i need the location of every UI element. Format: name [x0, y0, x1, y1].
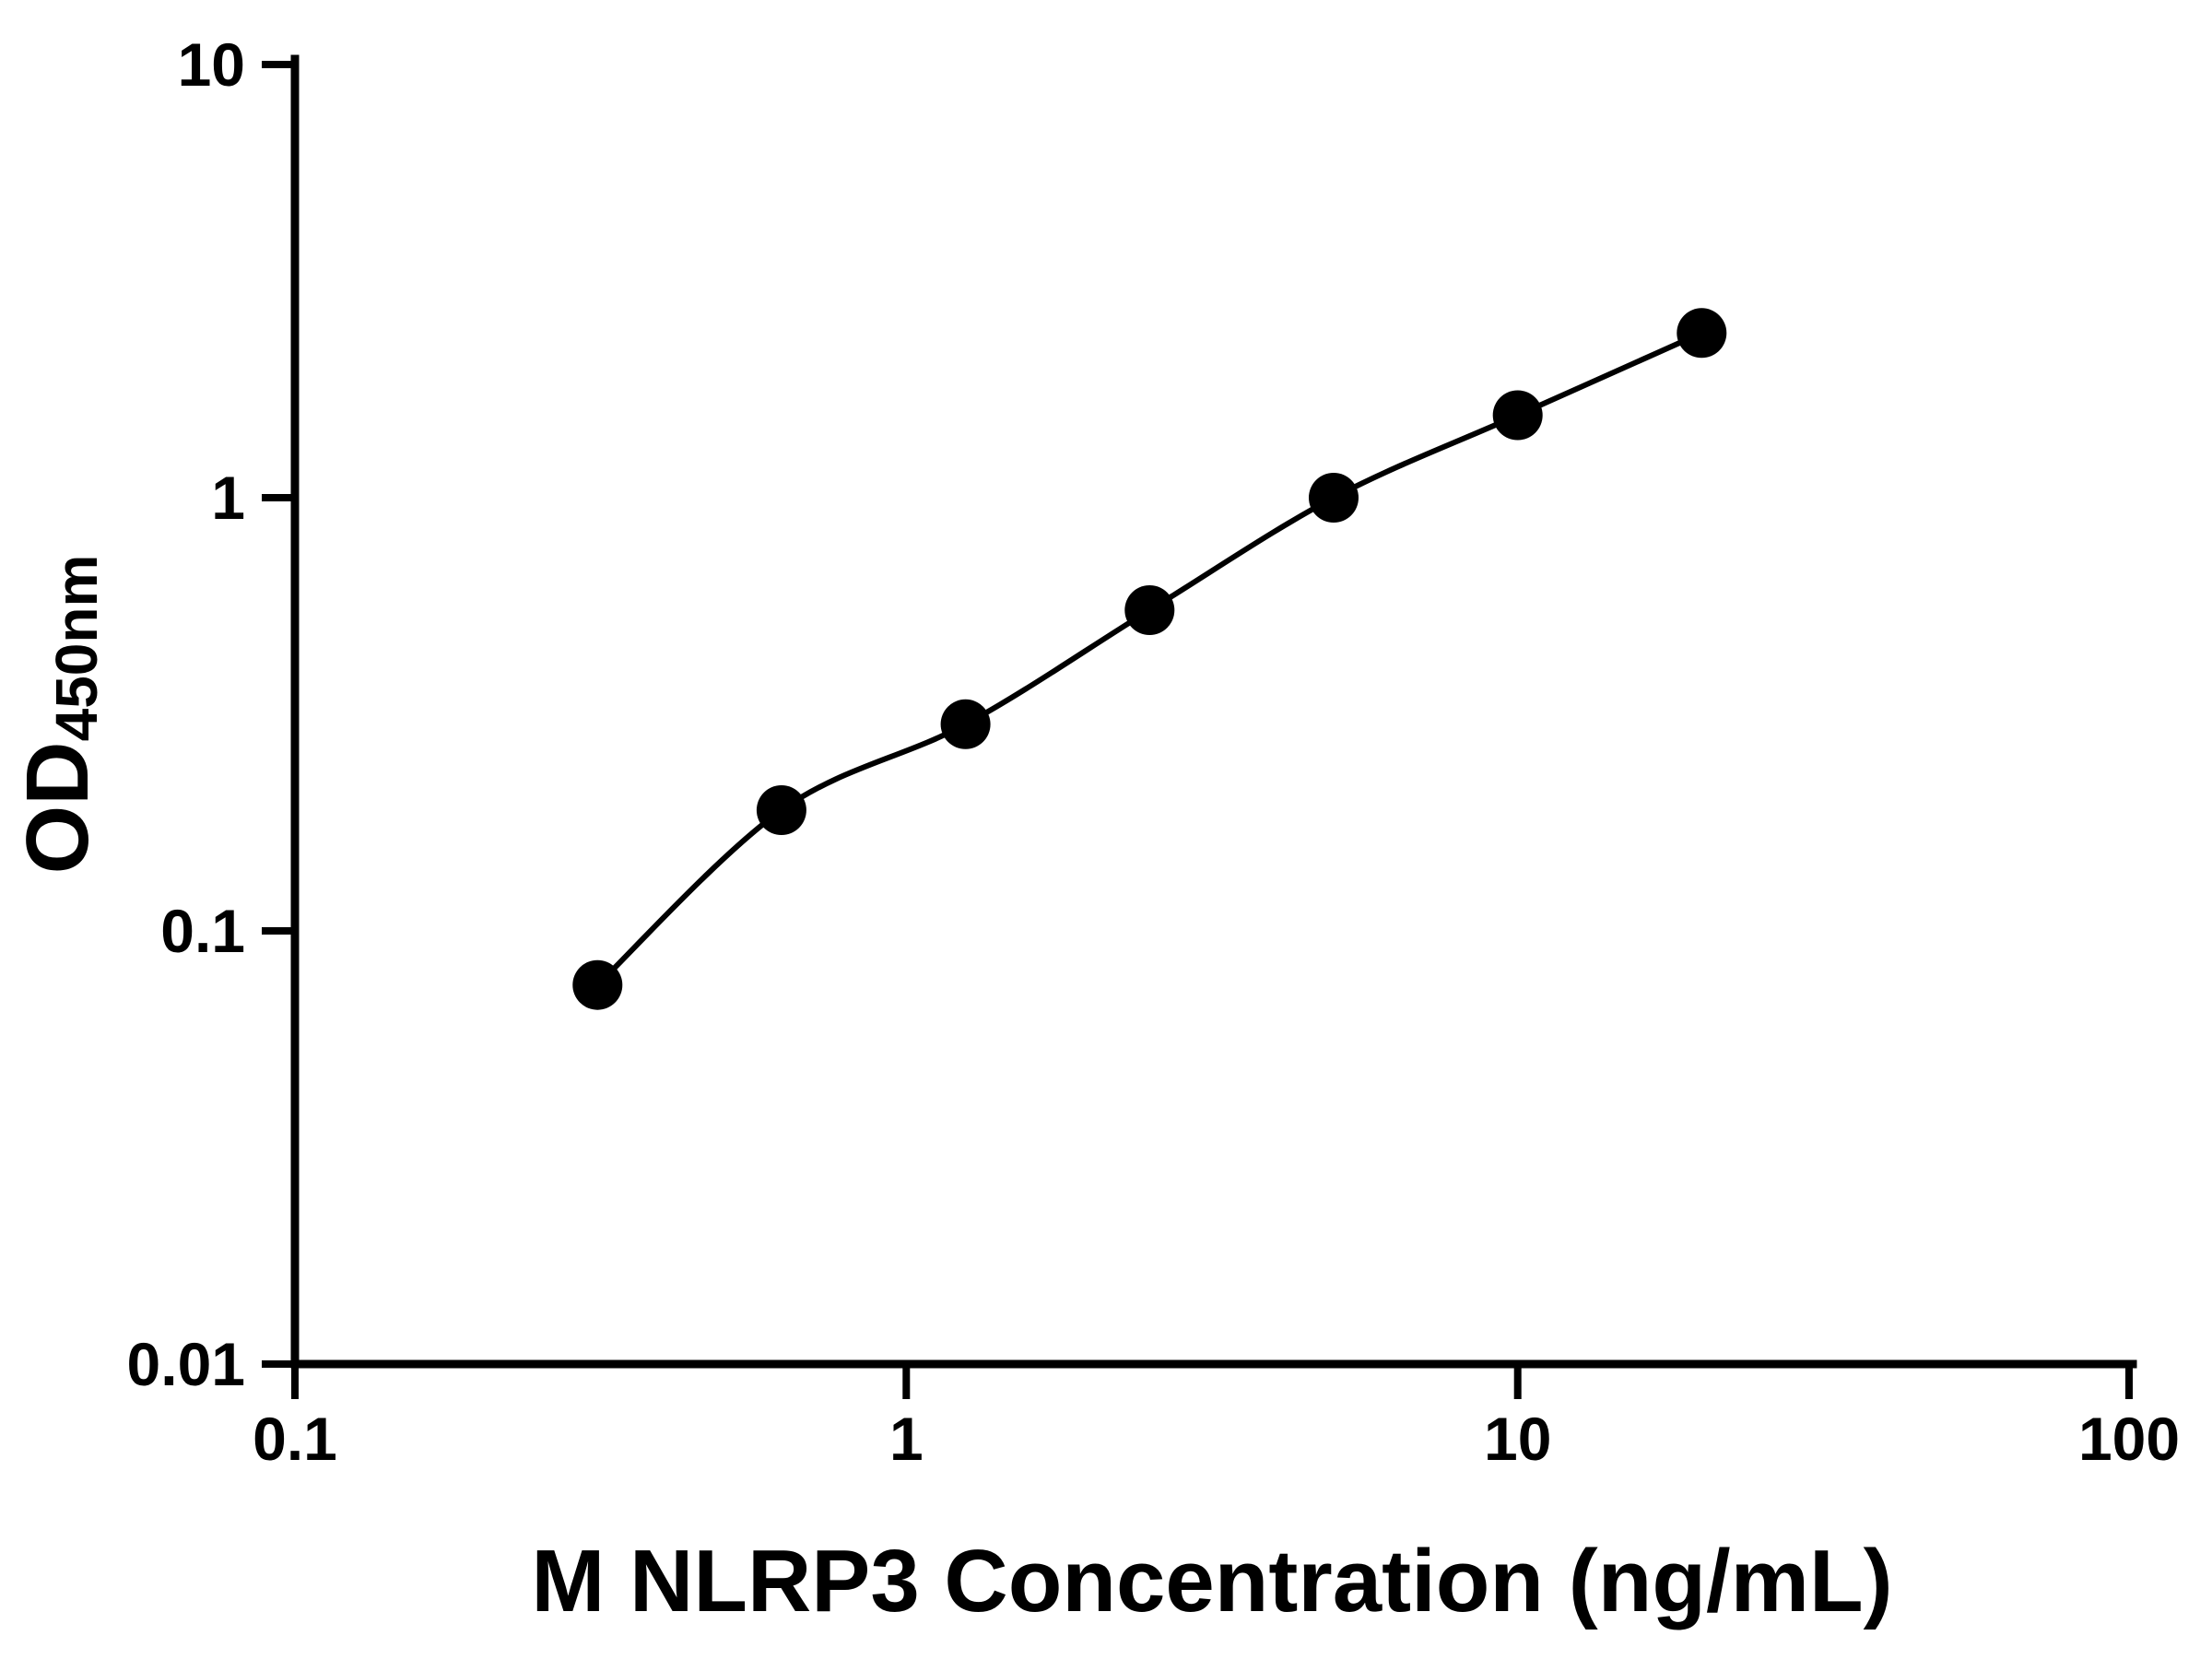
- data-point: [940, 699, 991, 749]
- data-point: [1677, 308, 1727, 359]
- y-axis-title-main: OD: [8, 741, 107, 874]
- x-tick-label: 10: [1484, 1405, 1551, 1473]
- x-axis-title: M NLRP3 Concentration (ng/mL): [531, 1532, 1892, 1630]
- data-point: [1492, 390, 1543, 441]
- data-point: [572, 959, 623, 1010]
- data-point: [1309, 473, 1359, 523]
- x-tick-label: 1: [889, 1405, 924, 1473]
- y-tick-label: 0.01: [127, 1330, 245, 1398]
- axes: [290, 54, 2137, 1369]
- y-tick-label: 1: [211, 464, 245, 532]
- x-tick-label: 0.1: [253, 1405, 337, 1473]
- y-axis-title: OD450nm: [8, 555, 110, 875]
- y-axis-tick-labels: 0.01 0.1 1 10: [127, 30, 245, 1398]
- data-point: [756, 785, 806, 835]
- y-tick-label: 0.1: [160, 897, 245, 965]
- data-point: [1124, 585, 1175, 635]
- y-tick-label: 10: [178, 30, 245, 99]
- x-axis-ticks: [291, 1364, 2133, 1399]
- x-tick-label: 100: [2078, 1405, 2180, 1473]
- x-axis-tick-labels: 0.1 1 10 100: [253, 1405, 2180, 1473]
- y-axis-title-subscript: 450nm: [43, 555, 110, 742]
- data-points: [572, 308, 1727, 1010]
- y-axis-ticks: [262, 61, 295, 1368]
